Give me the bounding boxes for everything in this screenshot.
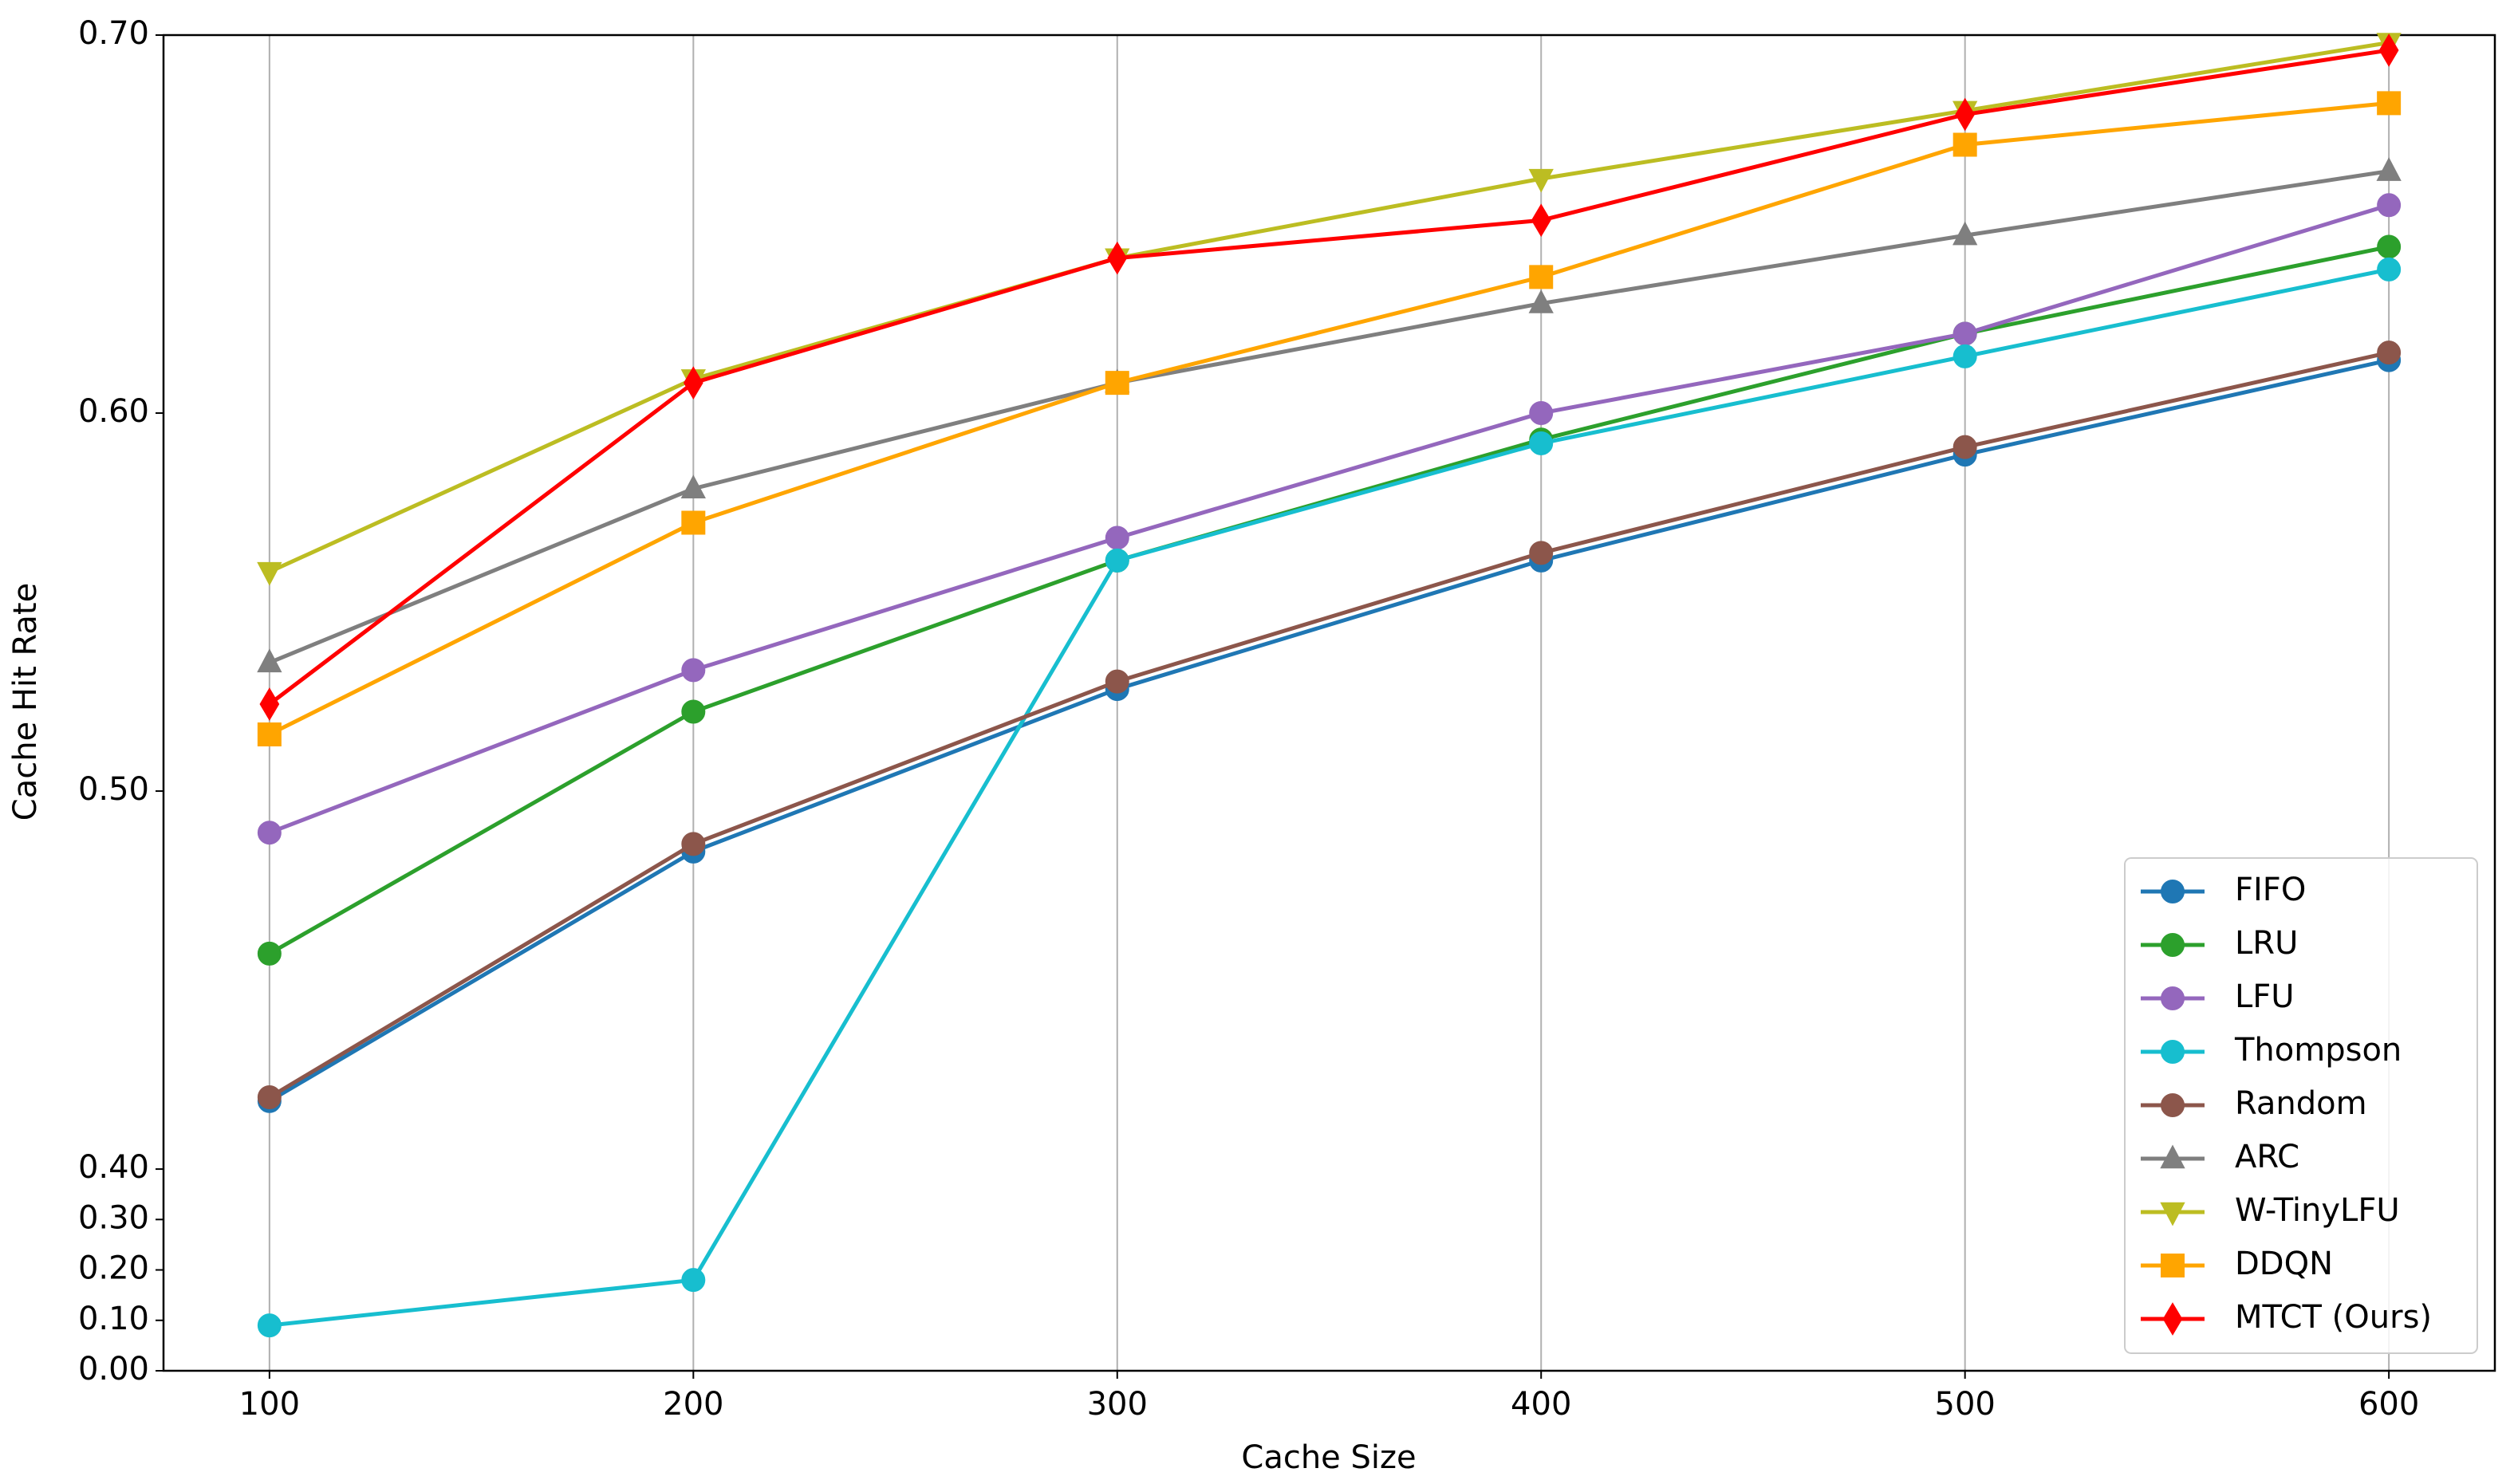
marker [259,687,280,721]
marker [1105,371,1129,396]
marker [683,366,703,400]
marker [681,1268,706,1293]
marker [2160,1144,2185,1169]
plot-frame [162,33,2496,1372]
x-tick-label: 200 [663,1386,723,1423]
series-line [268,169,2390,665]
series-line [268,350,2390,1100]
marker [1952,321,1977,346]
marker [2377,234,2402,259]
y-axis-label: Cache Hit Rate [7,583,44,821]
marker [2161,986,2185,1010]
marker [681,510,706,535]
y-tick-label: 0.30 [78,1199,149,1236]
y-tick-label: 0.70 [78,15,149,52]
legend: FIFO LRU LFU Thompson Random ARC W-TinyLFU DDQN… [2124,857,2478,1354]
x-tick-label: 400 [1511,1386,1571,1423]
y-tick-label: 0.10 [78,1301,149,1337]
marker [1529,401,1554,426]
y-tick-label: 0.40 [78,1149,149,1186]
marker [1529,431,1554,455]
marker [1105,526,1129,550]
marker [1955,97,1976,132]
marker [1105,548,1129,573]
marker [1952,132,1977,157]
marker [257,941,282,966]
marker [1107,241,1128,275]
y-tick-label: 0.60 [78,393,149,430]
legend-label: Random [2235,1085,2367,1122]
series-line [268,48,2390,707]
marker [2161,933,2185,957]
legend-label: Thompson [2234,1032,2402,1069]
marker [1529,265,1554,289]
legend-box [2124,857,2478,1354]
marker [2377,91,2402,116]
marker [681,832,706,856]
legend-label: ARC [2235,1139,2299,1175]
marker [1531,203,1551,238]
marker [2377,193,2402,218]
marker [2161,880,2185,903]
marker [2161,1093,2185,1117]
marker [1952,435,1977,459]
x-tick-label: 300 [1087,1386,1148,1423]
x-tick-label: 100 [239,1386,300,1423]
marker [2161,1254,2185,1277]
series-line [268,203,2390,835]
x-tick-label: 600 [2358,1386,2419,1423]
marker [257,648,282,673]
marker [257,821,282,845]
marker [257,561,282,586]
legend-label: DDQN [2235,1246,2333,1282]
marker [681,699,706,724]
marker [1528,168,1554,193]
marker [2162,1302,2183,1336]
legend-label: LRU [2235,925,2298,962]
marker [2160,1202,2185,1226]
marker [1528,289,1554,313]
series-line [268,245,2390,956]
y-tick-label: 0.50 [78,771,149,808]
x-axis-label: Cache Size [1241,1439,1416,1476]
marker [2161,1040,2185,1064]
series-line [268,41,2390,574]
series-line [268,100,2390,737]
legend-label: W-TinyLFU [2235,1192,2400,1229]
marker [1529,541,1554,565]
marker [1105,669,1129,694]
marker [2377,340,2402,365]
marker [257,1085,282,1110]
y-tick-label: 0.00 [78,1351,149,1388]
marker [257,722,282,746]
marker [2376,157,2402,181]
marker [2377,257,2402,281]
marker [2378,33,2399,67]
marker [1952,344,1977,368]
series-line [268,358,2390,1103]
y-tick-label: 0.20 [78,1250,149,1287]
legend-label: FIFO [2235,872,2306,908]
legend-label: LFU [2235,978,2295,1015]
marker [681,658,706,683]
marker [1952,221,1978,246]
marker [257,1313,282,1338]
marker [680,474,706,499]
series-line [269,267,2390,1328]
x-tick-label: 500 [1935,1386,1996,1423]
legend-label: MTCT (Ours) [2235,1299,2432,1336]
